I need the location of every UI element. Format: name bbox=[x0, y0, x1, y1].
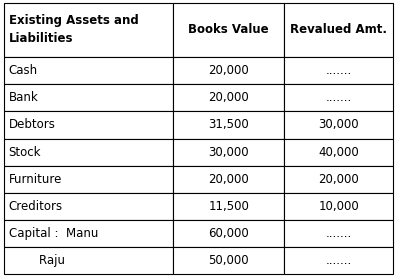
Text: Bank: Bank bbox=[9, 91, 39, 104]
Bar bbox=[173, 247, 284, 274]
Text: Books Value: Books Value bbox=[188, 24, 269, 36]
Text: Cash: Cash bbox=[9, 64, 38, 77]
Text: .......: ....... bbox=[326, 227, 352, 240]
Text: .......: ....... bbox=[326, 91, 352, 104]
Bar bbox=[173, 84, 284, 111]
Bar bbox=[173, 57, 284, 84]
Text: 20,000: 20,000 bbox=[208, 173, 249, 186]
Bar bbox=[284, 84, 393, 111]
Bar bbox=[284, 166, 393, 193]
Bar bbox=[4, 247, 173, 274]
Bar bbox=[284, 247, 393, 274]
Bar bbox=[4, 220, 173, 247]
Text: Raju: Raju bbox=[9, 254, 65, 267]
Bar bbox=[4, 111, 173, 138]
Text: 11,500: 11,500 bbox=[208, 200, 249, 213]
Bar bbox=[173, 166, 284, 193]
Text: 50,000: 50,000 bbox=[208, 254, 249, 267]
Text: Furniture: Furniture bbox=[9, 173, 62, 186]
Text: 20,000: 20,000 bbox=[208, 91, 249, 104]
Bar bbox=[284, 138, 393, 166]
Bar bbox=[4, 193, 173, 220]
Bar bbox=[284, 57, 393, 84]
Bar bbox=[173, 111, 284, 138]
Text: 30,000: 30,000 bbox=[208, 146, 249, 158]
Text: 20,000: 20,000 bbox=[208, 64, 249, 77]
Bar bbox=[4, 3, 173, 57]
Bar bbox=[173, 138, 284, 166]
Text: 20,000: 20,000 bbox=[318, 173, 359, 186]
Text: 31,500: 31,500 bbox=[208, 119, 249, 131]
Bar bbox=[173, 193, 284, 220]
Text: Capital :  Manu: Capital : Manu bbox=[9, 227, 98, 240]
Bar bbox=[284, 220, 393, 247]
Text: 10,000: 10,000 bbox=[318, 200, 359, 213]
Bar bbox=[4, 57, 173, 84]
Bar bbox=[173, 220, 284, 247]
Text: Existing Assets and
Liabilities: Existing Assets and Liabilities bbox=[9, 14, 139, 45]
Bar bbox=[284, 193, 393, 220]
Text: 40,000: 40,000 bbox=[318, 146, 359, 158]
Bar bbox=[4, 84, 173, 111]
Text: 60,000: 60,000 bbox=[208, 227, 249, 240]
Text: Debtors: Debtors bbox=[9, 119, 56, 131]
Bar bbox=[284, 111, 393, 138]
Text: 30,000: 30,000 bbox=[318, 119, 359, 131]
Text: Revalued Amt.: Revalued Amt. bbox=[290, 24, 387, 36]
Bar bbox=[284, 3, 393, 57]
Text: Creditors: Creditors bbox=[9, 200, 63, 213]
Text: .......: ....... bbox=[326, 64, 352, 77]
Bar bbox=[173, 3, 284, 57]
Text: .......: ....... bbox=[326, 254, 352, 267]
Bar bbox=[4, 138, 173, 166]
Bar bbox=[4, 166, 173, 193]
Text: Stock: Stock bbox=[9, 146, 41, 158]
